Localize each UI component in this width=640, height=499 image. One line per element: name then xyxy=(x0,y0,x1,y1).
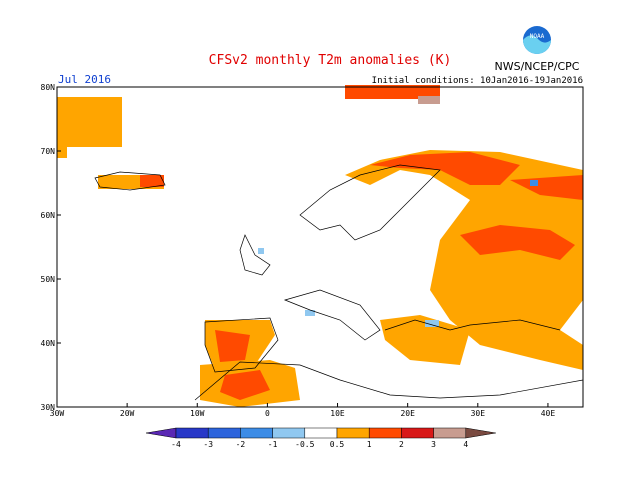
month: Jul 2016 xyxy=(58,73,111,86)
lat-label: 40N xyxy=(41,339,56,348)
colorbar-arrow xyxy=(145,427,177,439)
colorbar-label: -2 xyxy=(236,440,246,449)
colorbar-segment xyxy=(336,427,370,439)
lon-label: 40E xyxy=(541,409,556,418)
colorbar-label: 2 xyxy=(399,440,404,449)
colorbar-segment xyxy=(175,427,209,439)
lon-label: 20W xyxy=(120,409,135,418)
colorbar-segment xyxy=(272,427,306,439)
colorbar-label: -1 xyxy=(268,440,278,449)
lat-label: 60N xyxy=(41,211,56,220)
colorbar-segment xyxy=(433,427,467,439)
map-frame xyxy=(56,86,584,408)
colorbar-segment xyxy=(240,427,273,439)
lon-label: 30W xyxy=(50,409,65,418)
logo-text: NOAA xyxy=(530,33,545,40)
lat-label: 50N xyxy=(41,275,56,284)
colorbar-label: -0.5 xyxy=(295,440,314,449)
lat-label: 70N xyxy=(41,147,56,156)
lon-label: 10W xyxy=(190,409,205,418)
colorbar-label: 3 xyxy=(431,440,436,449)
colorbar-segment xyxy=(368,427,402,439)
lat-label: 80N xyxy=(41,83,56,92)
colorbar-label: 1 xyxy=(367,440,372,449)
lon-label: 0 xyxy=(265,409,270,418)
colorbar-label: 4 xyxy=(463,440,468,449)
colorbar-segment xyxy=(304,427,338,439)
lon-label: 30E xyxy=(471,409,486,418)
colorbar-label: -4 xyxy=(171,440,181,449)
initial-conditions: Initial conditions: 10Jan2016-19Jan2016 xyxy=(372,76,583,86)
colorbar-label: 0.5 xyxy=(330,440,345,449)
agency: NWS/NCEP/CPC xyxy=(495,60,580,73)
coastlines xyxy=(94,164,584,401)
colorbar-arrow xyxy=(465,427,496,439)
lon-label: 10E xyxy=(330,409,345,418)
colorbar-label: -3 xyxy=(203,440,213,449)
colorbar: -4 -3 -2 -1 -0.5 0.5 1 2 3 4 xyxy=(145,427,496,449)
lon-label: 20E xyxy=(400,409,415,418)
anomaly-field xyxy=(57,85,583,407)
title: CFSv2 monthly T2m anomalies (K) xyxy=(209,53,452,68)
lat-label: 30N xyxy=(41,403,56,412)
colorbar-segment xyxy=(401,427,434,439)
noaa-logo: NOAA xyxy=(523,26,551,54)
colorbar-segment xyxy=(207,427,241,439)
